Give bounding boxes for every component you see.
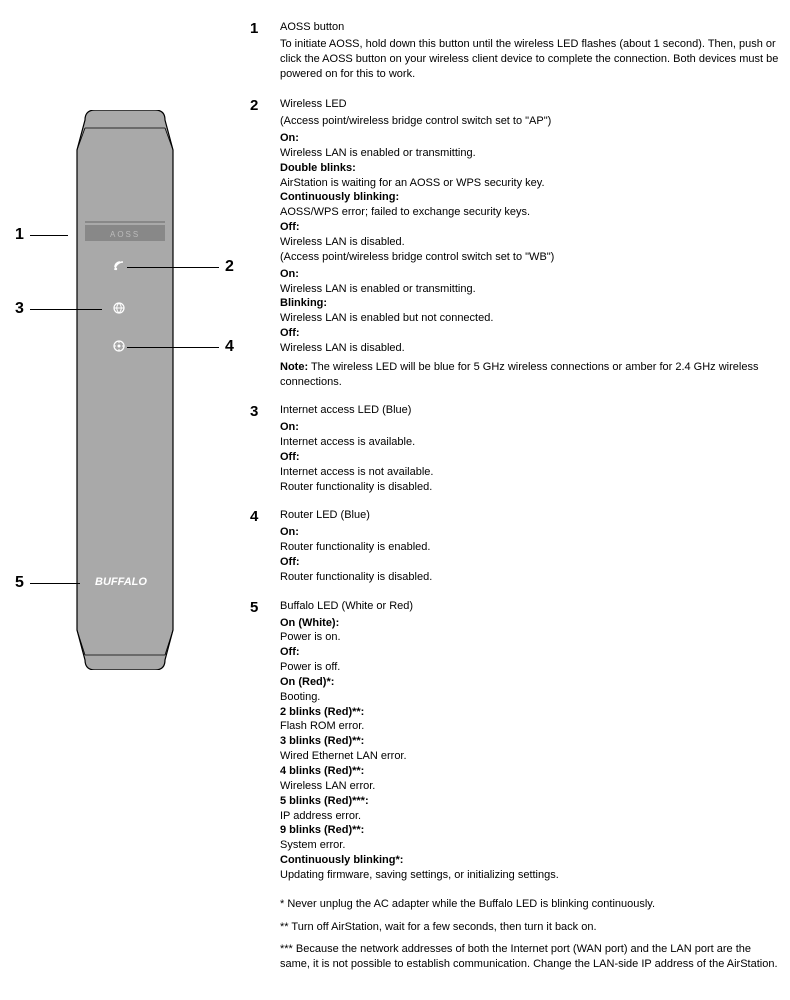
i5-s5d: Wired Ethernet LAN error. — [280, 749, 780, 764]
item-1-title: AOSS button — [280, 20, 780, 35]
item-2-title: Wireless LED — [280, 97, 780, 112]
item-4-number: 4 — [250, 508, 280, 525]
i5-s6d: Wireless LAN error. — [280, 779, 780, 794]
i5-s3d: Booting. — [280, 690, 780, 705]
i5-s1d: Power is on. — [280, 630, 780, 645]
item-3-title: Internet access LED (Blue) — [280, 403, 780, 418]
item-3: 3 Internet access LED (Blue) On: Interne… — [250, 403, 780, 494]
i5-s1l: On (White): — [280, 616, 780, 631]
item-1-number: 1 — [250, 20, 280, 37]
item-1-desc: To initiate AOSS, hold down this button … — [280, 37, 780, 82]
callout-2: 2 — [127, 258, 234, 276]
i4-s2d: Router functionality is disabled. — [280, 570, 780, 585]
callout-1: 1 — [15, 226, 68, 244]
item-4-title: Router LED (Blue) — [280, 508, 780, 523]
i5-s2d: Power is off. — [280, 660, 780, 675]
device-illustration: AOSS — [65, 110, 250, 673]
i5-s9d: Updating firmware, saving settings, or i… — [280, 868, 780, 883]
brand-label: BUFFALO — [95, 576, 147, 588]
i2-s7l: Off: — [280, 326, 780, 341]
item-1: 1 AOSS button To initiate AOSS, hold dow… — [250, 20, 780, 83]
item-4-body: Router LED (Blue) On: Router functionali… — [280, 508, 780, 584]
i3-s2d: Internet access is not available. — [280, 465, 780, 480]
i5-s4l: 2 blinks (Red)**: — [280, 705, 780, 720]
i5-s5l: 3 blinks (Red)**: — [280, 734, 780, 749]
i2-s1l: On: — [280, 131, 780, 146]
i4-s2l: Off: — [280, 555, 780, 570]
router-icon — [114, 341, 124, 351]
i5-s7d: IP address error. — [280, 809, 780, 824]
i2-s2d: AirStation is waiting for an AOSS or WPS… — [280, 176, 780, 191]
callout-3-num: 3 — [15, 300, 24, 318]
callout-1-num: 1 — [15, 226, 24, 244]
i2-s4d: Wireless LAN is disabled. — [280, 235, 780, 250]
i2-s5l: On: — [280, 267, 780, 282]
item-5-body: Buffalo LED (White or Red) On (White): P… — [280, 599, 780, 883]
i2-note-text: The wireless LED will be blue for 5 GHz … — [280, 361, 758, 388]
text-column: 1 AOSS button To initiate AOSS, hold dow… — [250, 20, 790, 980]
aoss-label: AOSS — [110, 230, 140, 239]
i5-s9l: Continuously blinking*: — [280, 853, 780, 868]
item-5-number: 5 — [250, 599, 280, 616]
item-5-title: Buffalo LED (White or Red) — [280, 599, 780, 614]
item-2-number: 2 — [250, 97, 280, 114]
item-4: 4 Router LED (Blue) On: Router functiona… — [250, 508, 780, 584]
i2-s5d: Wireless LAN is enabled or transmitting. — [280, 282, 780, 297]
item-3-body: Internet access LED (Blue) On: Internet … — [280, 403, 780, 494]
callout-4-num: 4 — [225, 338, 234, 356]
i5-s3l: On (Red)*: — [280, 675, 780, 690]
i5-s8l: 9 blinks (Red)**: — [280, 823, 780, 838]
device-column: AOSS — [0, 20, 250, 673]
i4-s1d: Router functionality is enabled. — [280, 540, 780, 555]
i2-s4l: Off: — [280, 220, 780, 235]
router-svg: AOSS — [65, 110, 185, 670]
footnotes: * Never unplug the AC adapter while the … — [280, 897, 780, 972]
footnote-3: *** Because the network addresses of bot… — [280, 942, 780, 972]
item-2-sub2: (Access point/wireless bridge control sw… — [280, 250, 780, 265]
i5-s8d: System error. — [280, 838, 780, 853]
callout-3: 3 — [15, 300, 102, 318]
i2-s3l: Continuously blinking: — [280, 190, 780, 205]
i2-s7d: Wireless LAN is disabled. — [280, 341, 780, 356]
i2-s6l: Blinking: — [280, 296, 780, 311]
page-container: AOSS — [0, 20, 790, 980]
i5-s7l: 5 blinks (Red)***: — [280, 794, 780, 809]
i3-s3d: Router functionality is disabled. — [280, 480, 780, 495]
i2-s1d: Wireless LAN is enabled or transmitting. — [280, 146, 780, 161]
item-2-sub1: (Access point/wireless bridge control sw… — [280, 114, 780, 129]
item-3-number: 3 — [250, 403, 280, 420]
item-2-note: Note: The wireless LED will be blue for … — [280, 360, 780, 390]
callout-4: 4 — [127, 338, 234, 356]
i2-s6d: Wireless LAN is enabled but not connecte… — [280, 311, 780, 326]
i3-s2l: Off: — [280, 450, 780, 465]
i2-note-label: Note: — [280, 361, 308, 373]
callout-2-num: 2 — [225, 258, 234, 276]
i5-s2l: Off: — [280, 645, 780, 660]
i4-s1l: On: — [280, 525, 780, 540]
footnote-2: ** Turn off AirStation, wait for a few s… — [280, 920, 780, 935]
i2-s2l: Double blinks: — [280, 161, 780, 176]
item-2: 2 Wireless LED (Access point/wireless br… — [250, 97, 780, 389]
callout-5: 5 — [15, 574, 80, 592]
i2-s3d: AOSS/WPS error; failed to exchange secur… — [280, 205, 780, 220]
item-5: 5 Buffalo LED (White or Red) On (White):… — [250, 599, 780, 883]
callout-5-num: 5 — [15, 574, 24, 592]
i3-s1d: Internet access is available. — [280, 435, 780, 450]
footnote-1: * Never unplug the AC adapter while the … — [280, 897, 780, 912]
i5-s6l: 4 blinks (Red)**: — [280, 764, 780, 779]
item-1-body: AOSS button To initiate AOSS, hold down … — [280, 20, 780, 83]
i3-s1l: On: — [280, 420, 780, 435]
i5-s4d: Flash ROM error. — [280, 719, 780, 734]
item-2-body: Wireless LED (Access point/wireless brid… — [280, 97, 780, 389]
